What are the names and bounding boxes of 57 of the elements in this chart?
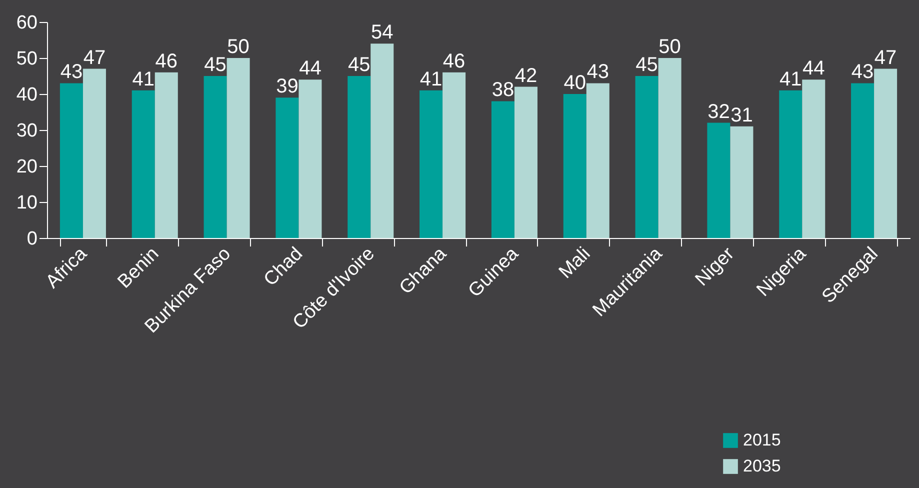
bar bbox=[204, 76, 227, 238]
bar bbox=[276, 98, 299, 238]
bar bbox=[802, 80, 826, 238]
bar bbox=[707, 122, 730, 238]
bar bbox=[442, 72, 466, 238]
data-label: 42 bbox=[514, 64, 538, 87]
bar bbox=[491, 101, 514, 238]
y-tick-label: 10 bbox=[16, 192, 38, 214]
bar bbox=[348, 76, 371, 238]
data-label: 31 bbox=[730, 104, 753, 126]
data-label: 45 bbox=[348, 54, 370, 76]
y-tick-label: 50 bbox=[16, 48, 38, 70]
y-tick-label: 60 bbox=[16, 12, 38, 34]
bar bbox=[60, 83, 83, 238]
data-label: 47 bbox=[874, 46, 897, 69]
data-label: 44 bbox=[299, 58, 322, 80]
data-label: 46 bbox=[155, 50, 178, 72]
bar bbox=[154, 72, 178, 238]
bar bbox=[298, 80, 322, 238]
y-tick-label: 40 bbox=[16, 84, 38, 106]
y-tick-label: 0 bbox=[26, 228, 38, 250]
y-tick-label: 30 bbox=[16, 120, 38, 142]
y-tick-label: 20 bbox=[16, 156, 38, 178]
data-label: 43 bbox=[586, 61, 610, 84]
bar bbox=[370, 44, 394, 238]
data-label: 44 bbox=[802, 58, 825, 80]
bar bbox=[730, 126, 754, 238]
data-label: 47 bbox=[83, 46, 106, 69]
bar bbox=[226, 58, 250, 238]
data-label: 45 bbox=[636, 54, 658, 76]
data-label: 40 bbox=[564, 72, 586, 94]
bar bbox=[132, 90, 155, 238]
data-label: 41 bbox=[779, 68, 802, 90]
bar bbox=[635, 76, 658, 238]
bar bbox=[779, 90, 802, 238]
data-label: 41 bbox=[420, 68, 442, 90]
bar bbox=[420, 90, 443, 238]
data-label: 32 bbox=[708, 100, 730, 123]
bar bbox=[874, 68, 898, 238]
bar bbox=[514, 86, 538, 238]
data-label: 50 bbox=[227, 36, 250, 58]
bar bbox=[563, 94, 586, 238]
bar bbox=[586, 83, 610, 238]
data-label: 43 bbox=[60, 61, 83, 84]
data-label: 45 bbox=[204, 54, 226, 76]
data-label: 41 bbox=[132, 68, 154, 90]
data-label: 50 bbox=[658, 36, 681, 58]
data-label: 38 bbox=[492, 79, 514, 102]
legend-label: 2035 bbox=[743, 456, 781, 476]
legend-label: 2015 bbox=[743, 430, 781, 450]
bar bbox=[851, 83, 874, 238]
data-label: 39 bbox=[276, 76, 298, 98]
bar bbox=[658, 58, 682, 238]
bar bbox=[82, 68, 106, 238]
data-label: 46 bbox=[442, 50, 466, 72]
data-label: 43 bbox=[851, 61, 874, 84]
data-label: 54 bbox=[371, 22, 394, 44]
